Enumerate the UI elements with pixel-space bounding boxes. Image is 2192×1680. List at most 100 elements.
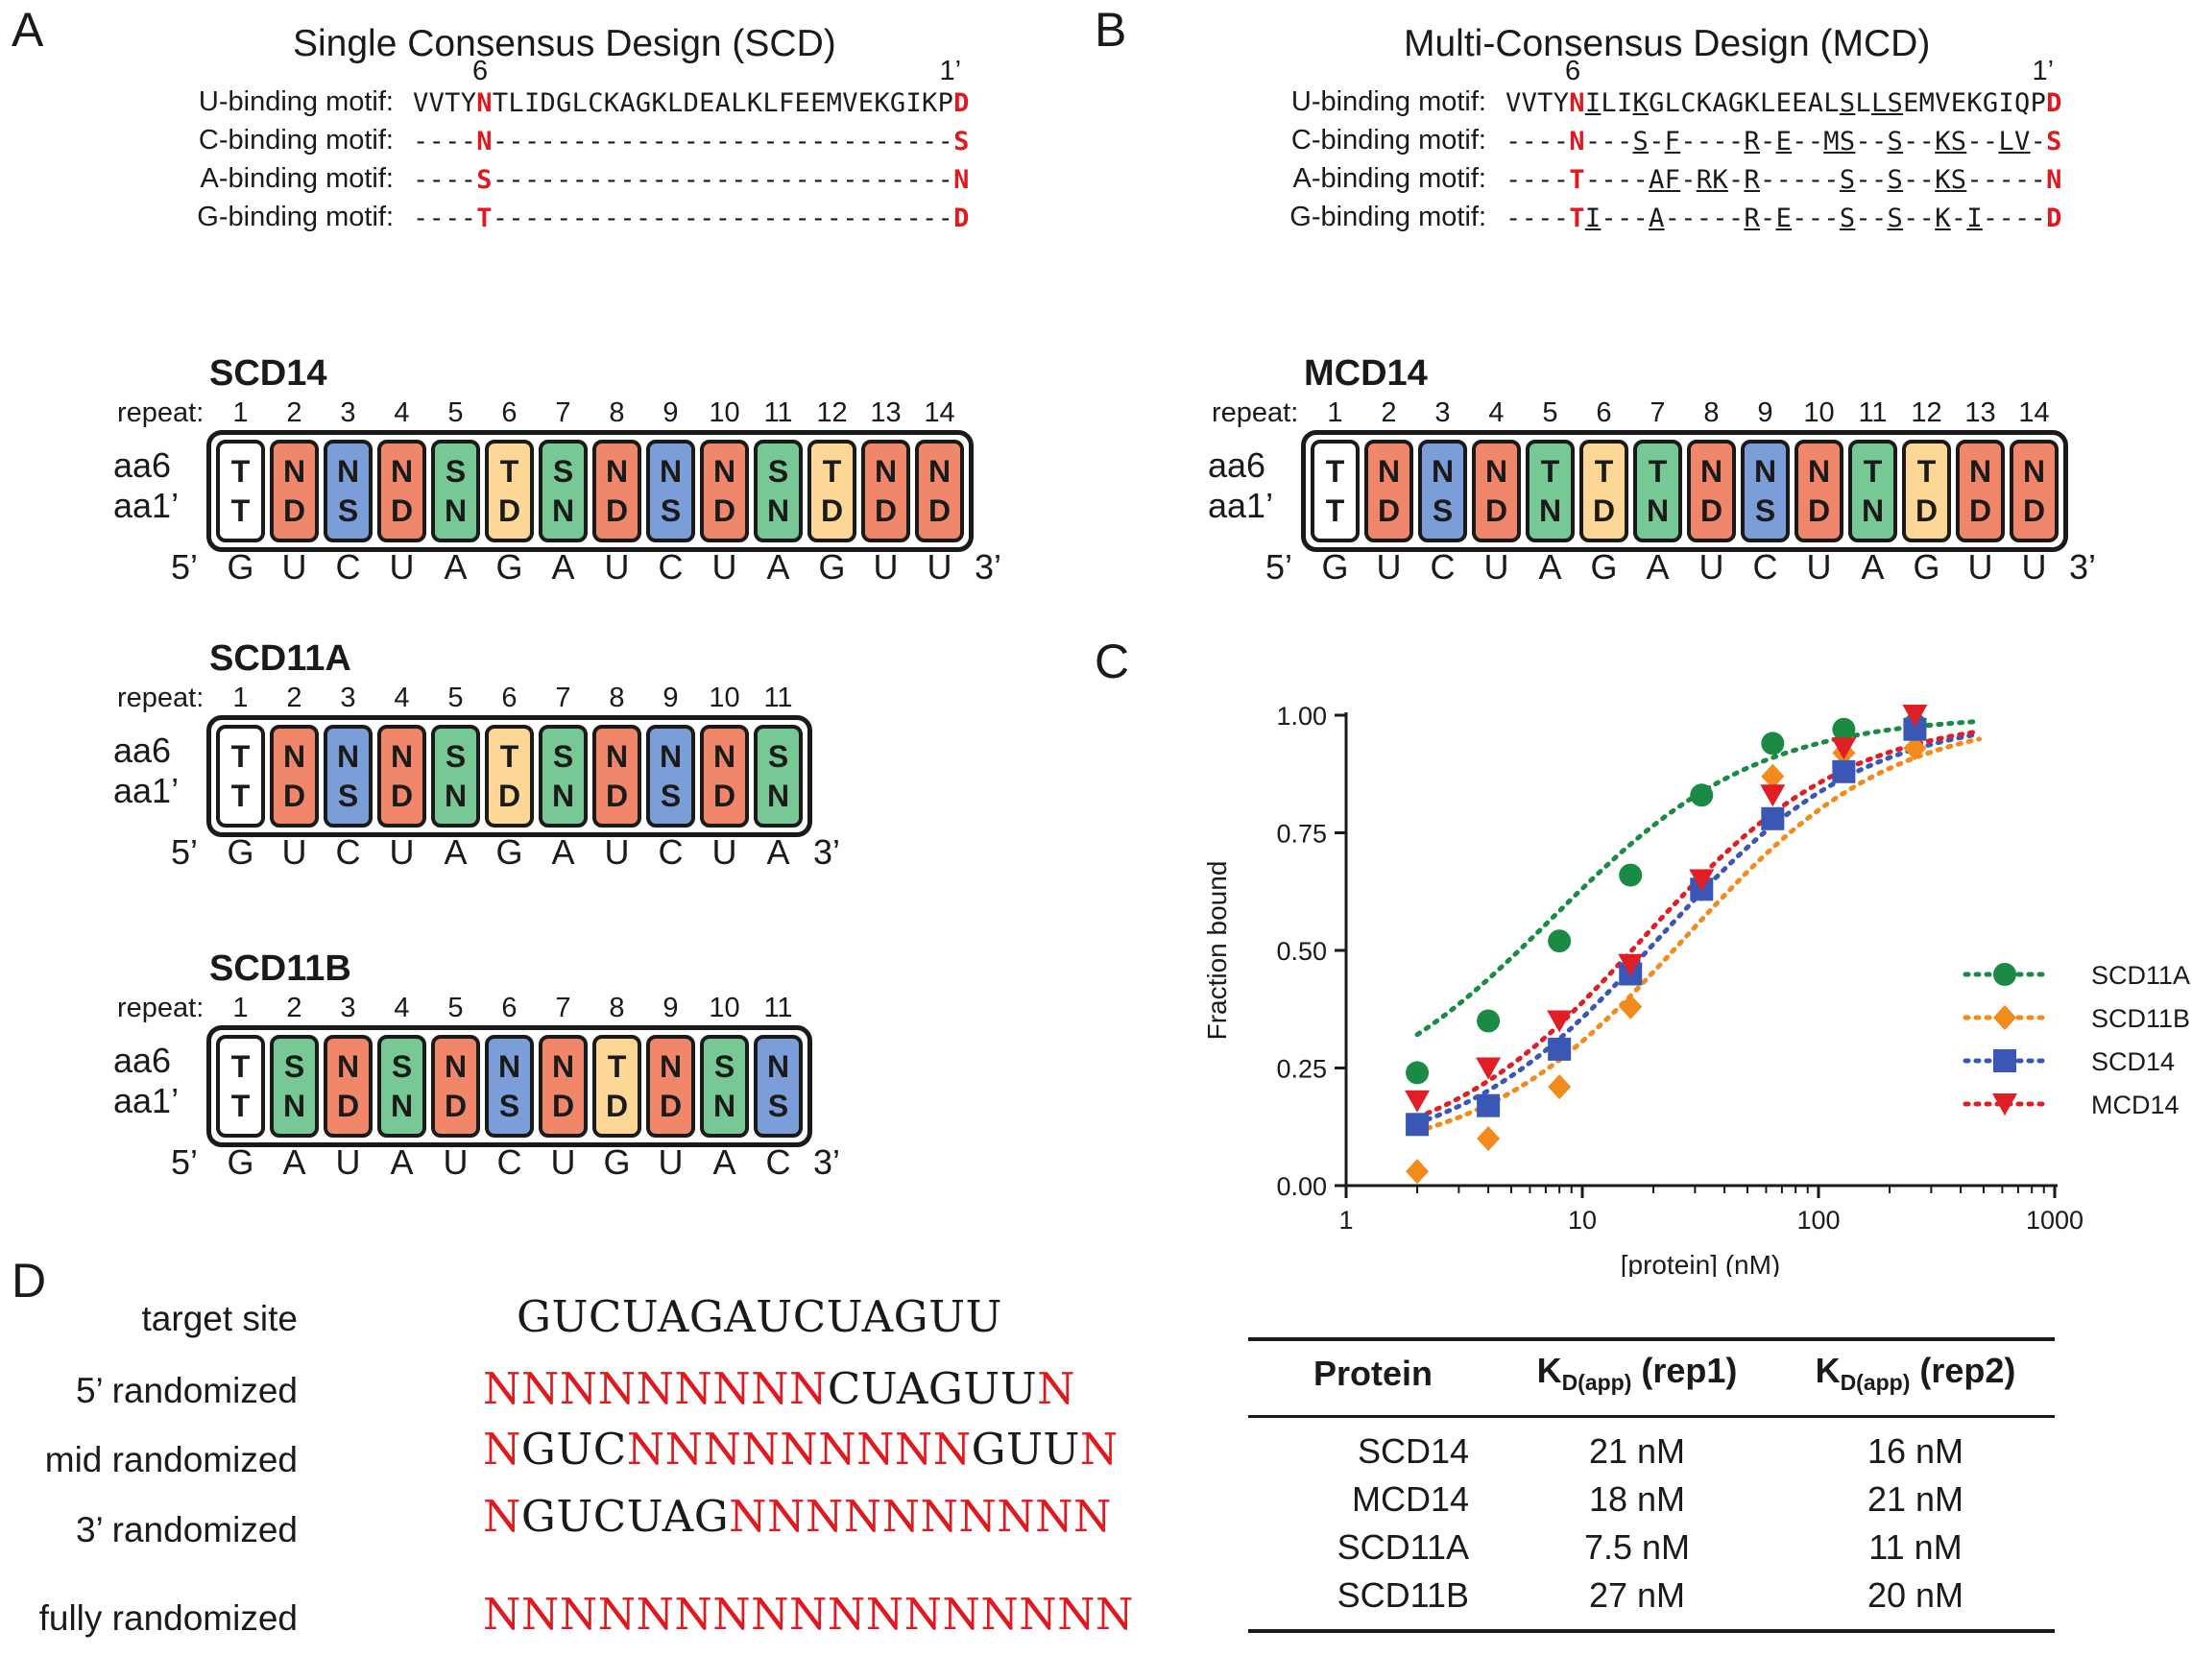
aa1-residue: T <box>230 492 251 528</box>
rna-base: C <box>335 547 361 587</box>
rna-base: U <box>711 547 737 587</box>
aa1-residue: S <box>660 492 682 528</box>
data-point-scd11b <box>1903 735 1927 761</box>
repeat-number: 4 <box>1488 397 1505 428</box>
data-point-mcd14 <box>1618 953 1644 976</box>
randomization-label: 3’ randomized <box>75 1510 298 1549</box>
aa1-residue: D <box>1807 492 1831 528</box>
data-point-scd11a <box>1477 1009 1501 1033</box>
repeat-number: 12 <box>816 397 848 428</box>
randomized-segment: N <box>1079 1424 1119 1475</box>
aa1-residue: D <box>1592 492 1616 528</box>
repeat-number: 7 <box>1650 397 1666 428</box>
construct-name: SCD11A <box>209 638 351 679</box>
rna-base: C <box>1752 547 1778 587</box>
aa6-residue: N <box>282 453 306 489</box>
legend-label: SCD11A <box>2091 961 2190 990</box>
repeat-number: 9 <box>662 683 679 713</box>
data-point-scd14 <box>1761 806 1785 830</box>
aa6-residue: N <box>336 738 360 774</box>
aa1-residue: S <box>767 1088 789 1123</box>
y-axis-label: Fraction bound <box>1202 861 1232 1041</box>
scd-title: Single Consensus Design (SCD) <box>293 23 836 64</box>
three-prime-label: 3’ <box>813 832 841 872</box>
construct-name: MCD14 <box>1304 353 1428 394</box>
aa6-residue: T <box>230 1048 251 1084</box>
header-kd-rep2: KD(app) (rep2) <box>1776 1337 2055 1419</box>
aa6-residue: N <box>390 453 414 489</box>
y-tick-label: 0.00 <box>1276 1172 1327 1201</box>
data-point-scd14 <box>1548 1037 1572 1061</box>
repeat-number: 12 <box>1911 397 1942 428</box>
fixed-segment: CUAGUU <box>827 1363 1038 1414</box>
kd-rep-label: (rep2) <box>1910 1351 2016 1390</box>
data-point-scd11a <box>1761 732 1785 756</box>
aa1-residue: N <box>444 492 468 528</box>
aa6-residue: N <box>712 738 736 774</box>
repeat-number: 3 <box>340 993 356 1023</box>
rna-base: U <box>443 1142 469 1182</box>
aa6-residue: T <box>1863 453 1883 489</box>
data-point-scd14 <box>1832 759 1856 783</box>
panel-letter-c: C <box>1095 635 1130 688</box>
aa1-residue: D <box>1377 492 1401 528</box>
protein-name: MCD14 <box>1351 1479 1469 1520</box>
data-point-scd11a <box>1832 717 1856 741</box>
aa1-residue: D <box>605 778 629 813</box>
aa1-residue: D <box>336 1088 360 1123</box>
kd-value: 16 nM <box>1867 1431 1964 1472</box>
data-point-scd11a <box>1548 929 1572 953</box>
motif-label: U-binding motif: <box>1290 86 1486 117</box>
repeat-number: 6 <box>501 993 518 1023</box>
motif-label: G-binding motif: <box>1289 202 1486 232</box>
rna-base: G <box>1321 547 1349 587</box>
motif-label: U-binding motif: <box>198 86 394 117</box>
aa6-label: aa6 <box>113 731 172 770</box>
aa6-residue: N <box>659 738 683 774</box>
legend-label: MCD14 <box>2091 1091 2180 1119</box>
panel-d-sequences: target site GUCUAGAUCUAGUU 5’ randomized NN… <box>29 1282 1134 1675</box>
aa6-residue: N <box>1753 453 1777 489</box>
data-point-mcd14 <box>1689 869 1715 892</box>
rna-base: U <box>281 832 307 872</box>
aa6-residue: S <box>767 453 789 489</box>
repeat-number: 4 <box>394 397 410 428</box>
aa1-residue: S <box>498 1088 520 1123</box>
aa1-residue: D <box>1915 492 1939 528</box>
three-prime-label: 3’ <box>813 1142 841 1182</box>
repeat-number: 10 <box>1803 397 1835 428</box>
motif-label: G-binding motif: <box>197 202 394 232</box>
randomization-label: 5’ randomized <box>75 1371 298 1410</box>
aa6-residue: N <box>336 453 360 489</box>
aa6-residue: N <box>766 1048 790 1084</box>
aa6-residue: T <box>607 1048 627 1084</box>
rna-base: U <box>604 832 630 872</box>
repeat-numbers: 1 2 3 4 5 6 7 8 9 10 11 12 13 14 <box>216 397 964 429</box>
repeat-number: 6 <box>501 397 518 428</box>
aa6-residue: T <box>230 453 251 489</box>
binding-curve-chart: 0.00 0.25 0.50 0.75 1.00 1 10 100 1000 [protein] … <box>1202 702 2190 1277</box>
aa1-residue: S <box>337 492 359 528</box>
aa6-residue: N <box>444 1048 468 1084</box>
aa6-residue: N <box>605 453 629 489</box>
randomization-sequence: NNNNNNNNNNNNNNNNN <box>483 1589 1134 1640</box>
randomized-segment: NNNNNNNNN <box>626 1424 972 1475</box>
rna-base: G <box>1913 547 1940 587</box>
aa1-residue: S <box>660 778 682 813</box>
rna-base: C <box>765 1142 791 1182</box>
rna-base: A <box>766 547 790 587</box>
randomized-segment: NNNNNNNNNNNNNNNNN <box>483 1589 1134 1640</box>
repeat-number: 14 <box>2018 397 2050 428</box>
y-tick-label: 0.75 <box>1276 820 1327 849</box>
aa1-residue: T <box>230 778 251 813</box>
rna-base: U <box>1698 547 1724 587</box>
protein-name: SCD11B <box>1248 1572 1498 1634</box>
repeat-number: 11 <box>763 397 793 428</box>
